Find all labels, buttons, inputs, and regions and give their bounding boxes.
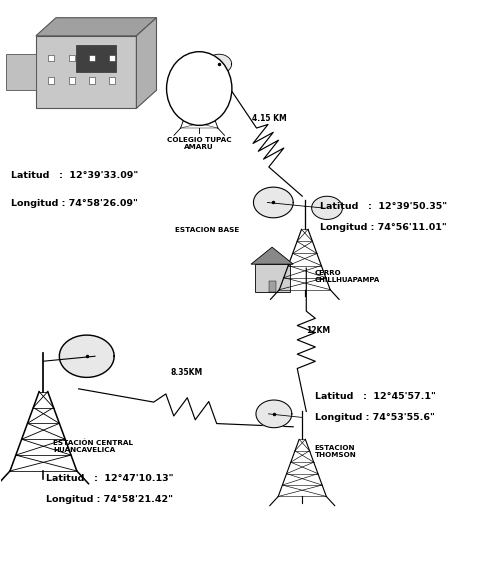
Text: ESTACION BASE: ESTACION BASE — [175, 227, 239, 233]
Bar — [89, 55, 95, 61]
Polygon shape — [251, 247, 293, 264]
Text: Longitud : 74°58'26.09": Longitud : 74°58'26.09" — [11, 199, 138, 208]
Bar — [255, 264, 290, 293]
Text: COLEGIO TUPAC
AMARU: COLEGIO TUPAC AMARU — [167, 137, 231, 150]
Polygon shape — [137, 18, 157, 108]
Polygon shape — [207, 54, 232, 74]
Text: Longitud : 74°58'21.42": Longitud : 74°58'21.42" — [46, 495, 173, 504]
Polygon shape — [59, 335, 114, 377]
Polygon shape — [254, 187, 293, 218]
Bar — [69, 55, 75, 61]
Text: 4.15 KM: 4.15 KM — [252, 114, 287, 123]
Polygon shape — [311, 197, 343, 219]
Polygon shape — [256, 400, 292, 428]
Bar — [109, 55, 115, 61]
Text: Longitud : 74°56'11.01": Longitud : 74°56'11.01" — [320, 223, 447, 232]
Bar — [269, 281, 276, 293]
Polygon shape — [36, 36, 137, 108]
Text: Longitud : 74°53'55.6": Longitud : 74°53'55.6" — [315, 413, 435, 422]
Bar — [89, 77, 95, 84]
Text: CERRO
CHILLHUAPAMPA: CERRO CHILLHUAPAMPA — [315, 270, 380, 283]
Polygon shape — [76, 45, 116, 72]
Text: ESTACION
THOMSON: ESTACION THOMSON — [315, 445, 356, 458]
Circle shape — [166, 52, 232, 126]
Text: Latitud   :  12°45'57.1": Latitud : 12°45'57.1" — [315, 392, 435, 400]
Text: Latitud   :  12°39'33.09": Latitud : 12°39'33.09" — [11, 170, 138, 179]
Polygon shape — [6, 54, 36, 90]
Polygon shape — [36, 18, 157, 36]
Text: ESTACIÓN CENTRAL
HUANCAVELICA: ESTACIÓN CENTRAL HUANCAVELICA — [53, 440, 134, 453]
Text: 8.35KM: 8.35KM — [170, 369, 203, 378]
Bar — [48, 77, 54, 84]
Bar — [109, 77, 115, 84]
Text: Latitud   :  12°39'50.35": Latitud : 12°39'50.35" — [320, 202, 447, 211]
Bar — [69, 77, 75, 84]
Text: 12KM: 12KM — [306, 326, 331, 335]
Text: Latitud   :  12°47'10.13": Latitud : 12°47'10.13" — [46, 474, 173, 483]
Polygon shape — [36, 90, 157, 108]
Bar — [48, 55, 54, 61]
